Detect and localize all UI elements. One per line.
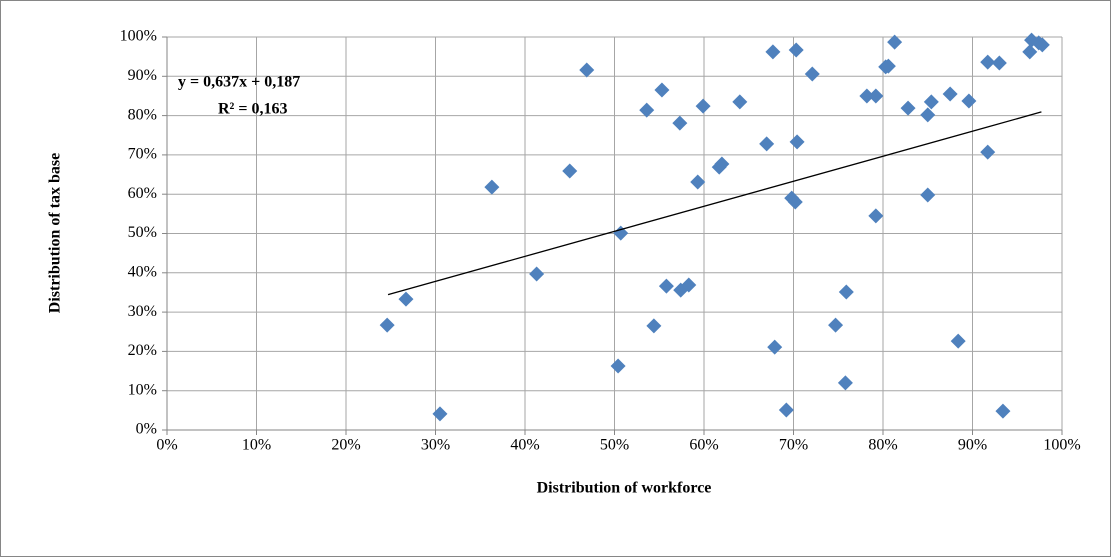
y-tick-label: 100% [120, 28, 157, 45]
point [398, 291, 414, 307]
point [787, 194, 803, 210]
y-tick-label: 80% [128, 106, 157, 123]
point [880, 58, 896, 74]
point [484, 179, 500, 195]
point [695, 98, 711, 114]
point [788, 42, 804, 58]
point [789, 134, 805, 150]
point [432, 406, 448, 422]
point [672, 115, 688, 131]
point [765, 44, 781, 60]
point [613, 225, 629, 241]
y-tick-label: 10% [128, 381, 157, 398]
trendline [387, 111, 1042, 296]
y-tick-label: 40% [128, 263, 157, 280]
x-tick-label: 70% [779, 437, 808, 454]
x-tick-label: 60% [689, 437, 718, 454]
point [942, 86, 958, 102]
point [961, 93, 977, 109]
y-tick-label: 60% [128, 185, 157, 202]
x-tick-label: 50% [600, 437, 629, 454]
x-tick-label: 100% [1043, 437, 1080, 454]
point [980, 54, 996, 70]
point [646, 318, 662, 334]
x-tick-label: 80% [868, 437, 897, 454]
point [767, 339, 783, 355]
point [379, 317, 395, 333]
x-tick-label: 40% [510, 437, 539, 454]
point [562, 163, 578, 179]
point [658, 278, 674, 294]
point [610, 358, 626, 374]
point [654, 82, 670, 98]
point [1022, 44, 1038, 60]
point [995, 403, 1011, 419]
point [950, 333, 966, 349]
point [579, 62, 595, 78]
y-tick-label: 0% [136, 421, 157, 438]
point [828, 317, 844, 333]
point [714, 156, 730, 172]
y-tick-label: 70% [128, 146, 157, 163]
point [732, 94, 748, 110]
point [923, 94, 939, 110]
x-tick-label: 30% [421, 437, 450, 454]
point [868, 88, 884, 104]
point [980, 144, 996, 160]
x-tick-label: 20% [331, 437, 360, 454]
x-tick-label: 0% [156, 437, 177, 454]
point [639, 102, 655, 118]
y-tick-label: 20% [128, 342, 157, 359]
point [838, 284, 854, 300]
point [690, 174, 706, 190]
point [759, 136, 775, 152]
trendline-equation: y = 0,637x + 0,187 [178, 74, 300, 91]
y-axis-title: Distribution of tax base [47, 153, 64, 313]
point [778, 402, 794, 418]
point [804, 66, 820, 82]
trendline-r2: R² = 0,163 [218, 101, 287, 118]
point [859, 88, 875, 104]
point [1034, 37, 1050, 53]
point [991, 55, 1007, 71]
point [681, 277, 697, 293]
x-axis-title: Distribution of workforce [537, 480, 712, 497]
point [868, 208, 884, 224]
x-tick-label: 90% [958, 437, 987, 454]
y-tick-label: 90% [128, 67, 157, 84]
point [920, 107, 936, 123]
point [837, 375, 853, 391]
point [920, 187, 936, 203]
point [529, 266, 545, 282]
y-tick-label: 30% [128, 303, 157, 320]
point [900, 100, 916, 116]
y-tick-label: 50% [128, 224, 157, 241]
x-tick-label: 10% [242, 437, 271, 454]
point [887, 34, 903, 50]
